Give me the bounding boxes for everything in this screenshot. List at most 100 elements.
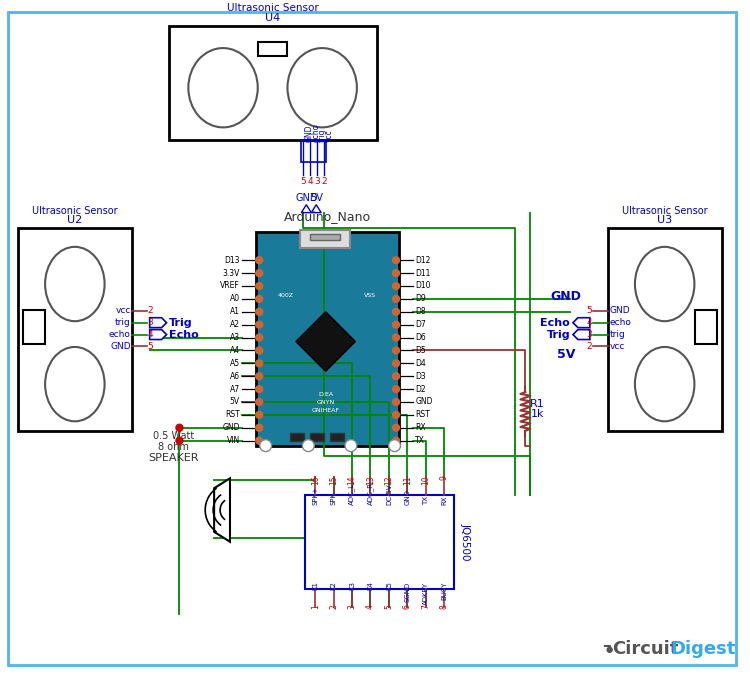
Bar xyxy=(169,26,376,140)
Circle shape xyxy=(176,437,183,444)
Text: 2: 2 xyxy=(148,306,153,315)
Text: D13: D13 xyxy=(224,255,240,265)
Text: U4: U4 xyxy=(265,13,280,24)
Text: Ultrasonic Sensor: Ultrasonic Sensor xyxy=(226,3,319,13)
Text: 16: 16 xyxy=(310,475,320,485)
Text: 8 ohm: 8 ohm xyxy=(158,441,189,452)
Text: 3.3V: 3.3V xyxy=(223,269,240,278)
Text: ADC_R: ADC_R xyxy=(367,482,374,505)
Text: 4: 4 xyxy=(586,318,592,327)
Text: K1: K1 xyxy=(312,582,318,590)
Text: D9: D9 xyxy=(416,295,426,303)
Text: 13: 13 xyxy=(366,475,375,485)
Text: A4: A4 xyxy=(230,346,240,355)
Text: D3: D3 xyxy=(416,371,426,381)
Circle shape xyxy=(256,308,262,315)
Text: D6: D6 xyxy=(416,333,426,342)
Text: 5V: 5V xyxy=(310,193,322,203)
Circle shape xyxy=(302,439,314,452)
Text: ADKEY: ADKEY xyxy=(423,582,429,605)
Bar xyxy=(18,228,132,431)
Bar xyxy=(256,233,400,446)
Bar xyxy=(302,140,326,162)
Text: GND: GND xyxy=(110,342,130,351)
Text: D11: D11 xyxy=(416,269,430,278)
Circle shape xyxy=(256,411,262,419)
Circle shape xyxy=(345,439,357,452)
Text: RX: RX xyxy=(441,495,447,505)
Circle shape xyxy=(256,398,262,406)
Bar xyxy=(695,310,717,344)
Bar xyxy=(290,433,304,441)
Text: A7: A7 xyxy=(230,385,240,394)
Text: GND: GND xyxy=(304,125,313,142)
Text: SPK+: SPK+ xyxy=(312,486,318,505)
Text: SPEAKER: SPEAKER xyxy=(148,454,199,464)
Text: 4: 4 xyxy=(308,177,313,186)
Text: Trig: Trig xyxy=(169,317,192,328)
Text: 5V: 5V xyxy=(230,398,240,406)
Text: 9: 9 xyxy=(440,475,448,480)
Bar xyxy=(305,495,454,589)
Text: TX: TX xyxy=(416,436,425,445)
Text: vcc: vcc xyxy=(610,342,625,351)
Text: 5: 5 xyxy=(148,342,154,351)
Text: 5: 5 xyxy=(586,306,592,315)
Text: GND: GND xyxy=(223,423,240,432)
Circle shape xyxy=(608,647,612,652)
Text: SGND: SGND xyxy=(404,582,410,602)
Polygon shape xyxy=(150,317,166,328)
Circle shape xyxy=(392,282,400,289)
Text: trig: trig xyxy=(610,330,626,339)
Text: 3: 3 xyxy=(586,330,592,339)
Circle shape xyxy=(392,411,400,419)
Text: trig: trig xyxy=(318,129,327,142)
Text: 8: 8 xyxy=(440,605,448,609)
Text: D8: D8 xyxy=(416,307,426,316)
Text: GNIHEAF: GNIHEAF xyxy=(312,408,340,413)
Text: vcc: vcc xyxy=(116,306,130,315)
Text: A0: A0 xyxy=(230,295,240,303)
Text: TX: TX xyxy=(423,496,429,505)
Circle shape xyxy=(256,373,262,379)
Ellipse shape xyxy=(287,48,357,127)
Text: RST: RST xyxy=(225,410,240,419)
Text: R1: R1 xyxy=(530,400,545,409)
Text: 7: 7 xyxy=(422,605,430,609)
Text: echo: echo xyxy=(109,330,130,339)
Circle shape xyxy=(176,425,183,431)
Bar xyxy=(300,231,350,248)
Circle shape xyxy=(392,257,400,264)
Circle shape xyxy=(256,282,262,289)
Text: 400Z: 400Z xyxy=(278,293,293,298)
Text: Ultrasonic Sensor: Ultrasonic Sensor xyxy=(32,206,118,216)
Text: RX: RX xyxy=(416,423,426,432)
Circle shape xyxy=(256,347,262,354)
Text: Digest: Digest xyxy=(670,640,736,658)
Text: 1k: 1k xyxy=(530,409,544,419)
Text: 1: 1 xyxy=(310,605,320,609)
Text: 11: 11 xyxy=(403,475,412,485)
Ellipse shape xyxy=(635,347,694,421)
Text: GND: GND xyxy=(610,306,630,315)
Text: U2: U2 xyxy=(68,214,82,224)
Text: 14: 14 xyxy=(347,475,356,485)
Text: VREF: VREF xyxy=(220,282,240,290)
Circle shape xyxy=(256,437,262,444)
Text: BUSY: BUSY xyxy=(441,582,447,600)
Text: D10: D10 xyxy=(416,282,430,290)
Circle shape xyxy=(256,270,262,276)
Circle shape xyxy=(256,360,262,367)
Text: D:EA: D:EA xyxy=(318,392,333,397)
Circle shape xyxy=(256,386,262,392)
Text: GND: GND xyxy=(550,290,581,303)
Text: 3: 3 xyxy=(314,177,320,186)
Circle shape xyxy=(392,295,400,303)
Circle shape xyxy=(392,321,400,328)
Text: SPK-: SPK- xyxy=(331,490,337,505)
Text: RST: RST xyxy=(416,410,430,419)
Circle shape xyxy=(392,334,400,341)
Text: GND: GND xyxy=(295,193,317,203)
Circle shape xyxy=(392,425,400,431)
Text: 5: 5 xyxy=(301,177,306,186)
